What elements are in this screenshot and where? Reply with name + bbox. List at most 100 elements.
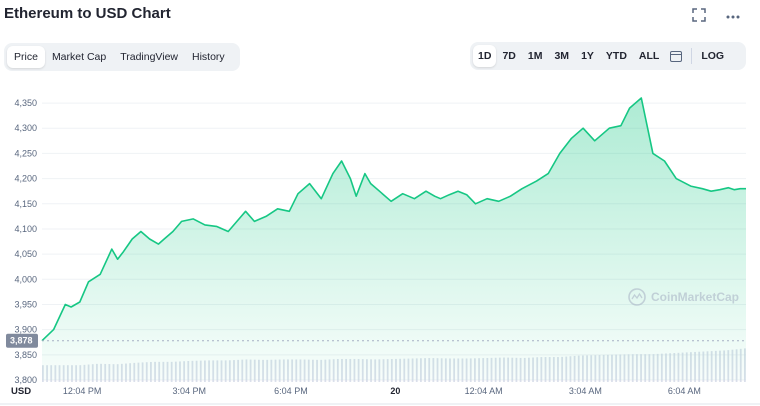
volume-bar [461,358,464,382]
currency-label: USD [11,386,31,397]
volume-bar [96,363,98,382]
tab-tradingview[interactable]: TradingView [120,51,178,63]
volume-bar [702,351,705,382]
tab-history[interactable]: History [192,51,225,63]
volume-bar [50,365,53,382]
volume-bar [357,359,360,382]
view-tabs: Price Market Cap TradingView History [4,43,240,71]
volume-bar [282,359,285,382]
volume-bar [249,359,252,382]
range-tabs: 1D 7D 1M 3M 1Y YTD ALL LOG [470,42,746,70]
volume-bar [374,359,377,382]
y-tick-label: 4,300 [14,123,37,133]
volume-bar [332,359,335,382]
watermark-text: CoinMarketCap [651,290,739,304]
volume-bar [170,361,173,382]
y-tick-label: 3,800 [14,375,37,385]
volume-bar [245,359,248,382]
volume-bar [582,355,584,382]
volume-bar [87,364,90,382]
volume-bar [220,360,223,382]
volume-bar [91,364,94,382]
volume-bar [586,355,588,382]
range-ytd[interactable]: YTD [605,50,627,62]
volume-bar [287,359,289,382]
volume-bar [224,360,227,382]
volume-bar [719,350,721,382]
volume-bar [125,363,127,382]
volume-bar [382,359,385,382]
calendar-icon[interactable] [670,50,683,62]
volume-bar [714,350,717,382]
range-1y[interactable]: 1Y [581,50,594,62]
volume-bar [291,359,294,382]
volume-bar [100,363,102,382]
x-tick-label: 20 [390,386,400,396]
volume-bar [627,354,630,382]
volume-bar [631,354,634,382]
volume-bar [449,358,451,382]
range-7d[interactable]: 7D [502,50,516,62]
tab-market-cap[interactable]: Market Cap [51,51,107,63]
volume-bar [386,359,389,382]
volume-bar [270,359,273,382]
volume-bar [253,359,256,382]
volume-bar [166,361,169,382]
volume-bar [665,353,667,382]
more-icon[interactable] [725,8,741,25]
y-tick-label: 4,200 [14,174,37,184]
volume-bar [465,358,468,382]
range-3m[interactable]: 3M [554,50,570,62]
volume-bar [594,355,597,382]
volume-bar [303,359,306,382]
range-1d[interactable]: 1D [473,45,497,67]
volume-bar [444,358,447,382]
volume-bar [744,348,746,382]
volume-bar [436,358,439,382]
volume-bar [349,358,352,382]
x-tick-label: 12:04 PM [63,386,102,396]
volume-bar [262,359,264,382]
volume-bar [519,357,522,382]
volume-bar [640,354,642,382]
volume-bar [145,362,148,382]
chart-title: Ethereum to USD Chart [4,5,171,22]
log-toggle[interactable]: LOG [701,50,725,62]
volume-bar [66,365,69,382]
volume-bar [660,353,663,382]
volume-bar [623,354,626,382]
expand-icon[interactable] [692,8,706,25]
volume-bar [498,357,501,382]
volume-bar [278,359,281,382]
volume-bar [515,357,518,382]
volume-bar [677,352,680,382]
volume-bar [295,359,298,382]
volume-bar [120,363,123,382]
volume-bar [42,365,44,382]
volume-bar [183,361,186,382]
x-tick-label: 3:04 AM [569,386,602,396]
volume-bar [83,364,86,382]
volume-bar [154,361,156,382]
volume-bar [46,365,48,382]
volume-bar [528,357,530,382]
volume-bar [233,360,235,382]
volume-bar [378,359,381,382]
volume-bar [399,358,402,382]
volume-bar [544,357,547,382]
volume-bar [669,353,672,382]
volume-bar [174,361,177,382]
volume-bar [561,356,564,382]
range-all[interactable]: ALL [638,50,660,62]
volume-bar [644,354,647,382]
range-1m[interactable]: 1M [527,50,543,62]
volume-bar [685,352,688,382]
volume-bar [598,355,601,382]
x-tick-label: 3:04 PM [172,386,206,396]
volume-bar [494,357,497,382]
volume-bar [58,365,61,382]
tab-price[interactable]: Price [7,46,45,68]
volume-bar [569,356,572,382]
volume-bar [723,350,726,382]
volume-bar [681,352,684,382]
